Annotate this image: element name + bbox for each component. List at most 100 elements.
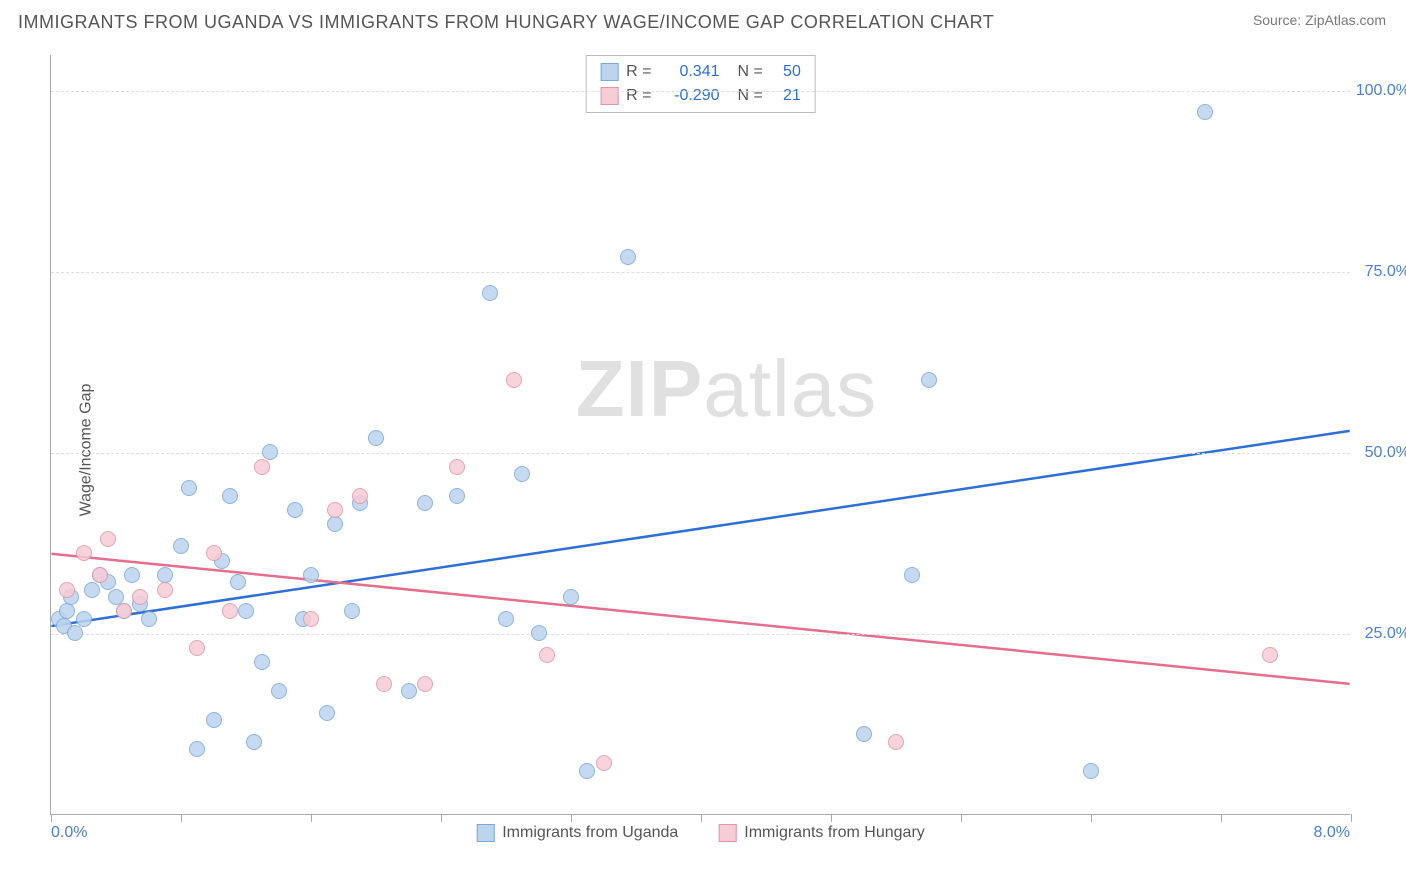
data-point (116, 603, 132, 619)
data-point (620, 249, 636, 265)
data-point (514, 466, 530, 482)
y-tick-label: 25.0% (1365, 625, 1406, 643)
data-point (319, 705, 335, 721)
data-point (531, 625, 547, 641)
data-point (303, 611, 319, 627)
data-point (67, 625, 83, 641)
legend-row: R = 0.341 N = 50 (600, 60, 801, 84)
data-point (238, 603, 254, 619)
data-point (303, 567, 319, 583)
data-point (271, 683, 287, 699)
data-point (181, 480, 197, 496)
data-point (254, 654, 270, 670)
data-point (401, 683, 417, 699)
x-tick (441, 814, 442, 822)
data-point (100, 531, 116, 547)
data-point (417, 676, 433, 692)
legend-swatch (600, 63, 618, 81)
series-name: Immigrants from Hungary (744, 824, 925, 842)
data-point (132, 589, 148, 605)
data-point (449, 488, 465, 504)
x-tick (571, 814, 572, 822)
data-point (124, 567, 140, 583)
data-point (246, 734, 262, 750)
data-point (498, 611, 514, 627)
x-tick (1221, 814, 1222, 822)
n-value: 21 (771, 84, 801, 108)
data-point (230, 574, 246, 590)
y-tick-label: 75.0% (1365, 263, 1406, 281)
n-label: N = (738, 84, 763, 108)
source-label: Source: ZipAtlas.com (1253, 12, 1386, 28)
series-legend: Immigrants from Uganda Immigrants from Hu… (476, 824, 925, 842)
data-point (482, 285, 498, 301)
data-point (173, 538, 189, 554)
data-point (856, 726, 872, 742)
data-point (222, 603, 238, 619)
data-point (206, 712, 222, 728)
data-point (189, 741, 205, 757)
r-value: -0.290 (660, 84, 720, 108)
x-tick (961, 814, 962, 822)
data-point (141, 611, 157, 627)
plot-area: ZIPatlas R =0.341N =50R =-0.290N =21 0.0… (50, 55, 1350, 815)
data-point (327, 502, 343, 518)
n-label: N = (738, 60, 763, 84)
data-point (417, 495, 433, 511)
series-name: Immigrants from Uganda (502, 824, 678, 842)
data-point (904, 567, 920, 583)
data-point (368, 430, 384, 446)
n-value: 50 (771, 60, 801, 84)
x-tick (1351, 814, 1352, 822)
data-point (108, 589, 124, 605)
legend-swatch (476, 824, 494, 842)
data-point (92, 567, 108, 583)
data-point (344, 603, 360, 619)
data-point (1197, 104, 1213, 120)
y-tick-label: 50.0% (1365, 444, 1406, 462)
x-tick (831, 814, 832, 822)
data-point (921, 372, 937, 388)
r-label: R = (626, 60, 651, 84)
data-point (84, 582, 100, 598)
data-point (563, 589, 579, 605)
x-axis-max-label: 8.0% (1314, 824, 1350, 842)
x-tick (1091, 814, 1092, 822)
x-axis-min-label: 0.0% (51, 824, 87, 842)
data-point (1083, 763, 1099, 779)
legend-swatch (600, 87, 618, 105)
data-point (157, 582, 173, 598)
data-point (539, 647, 555, 663)
data-point (449, 459, 465, 475)
data-point (76, 545, 92, 561)
gridline (51, 91, 1350, 92)
data-point (262, 444, 278, 460)
data-point (222, 488, 238, 504)
gridline (51, 634, 1350, 635)
data-point (206, 545, 222, 561)
r-label: R = (626, 84, 651, 108)
correlation-legend: R = 0.341 N = 50 R = -0.290 N = 21 (585, 55, 816, 113)
trend-line (51, 431, 1349, 626)
data-point (327, 516, 343, 532)
gridline (51, 272, 1350, 273)
data-point (254, 459, 270, 475)
correlation-chart: Wage/Income Gap ZIPatlas R =0.341N =50R … (50, 55, 1390, 845)
x-tick (701, 814, 702, 822)
series-legend-item: Immigrants from Uganda (476, 824, 678, 842)
y-tick-label: 100.0% (1356, 82, 1406, 100)
x-tick (181, 814, 182, 822)
data-point (189, 640, 205, 656)
data-point (376, 676, 392, 692)
legend-swatch (718, 824, 736, 842)
page-title: IMMIGRANTS FROM UGANDA VS IMMIGRANTS FRO… (18, 12, 994, 33)
data-point (59, 582, 75, 598)
data-point (579, 763, 595, 779)
data-point (352, 488, 368, 504)
data-point (76, 611, 92, 627)
series-legend-item: Immigrants from Hungary (718, 824, 925, 842)
data-point (506, 372, 522, 388)
trend-lines (51, 55, 1350, 814)
r-value: 0.341 (660, 60, 720, 84)
legend-row: R = -0.290 N = 21 (600, 84, 801, 108)
